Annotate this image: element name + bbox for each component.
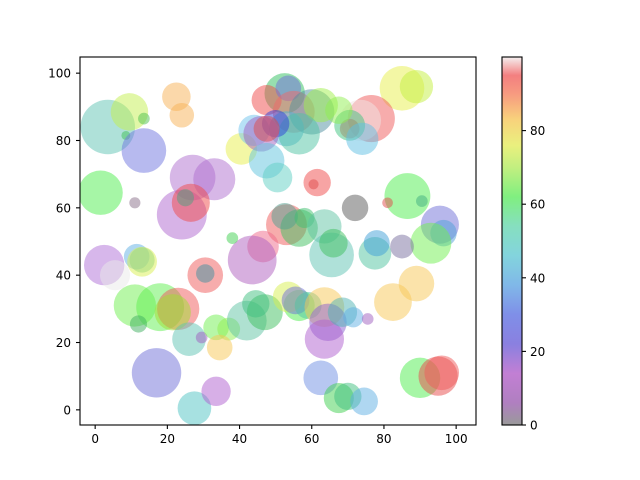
scatter-point xyxy=(308,179,319,190)
scatter-points-group xyxy=(80,65,460,425)
colorbar-tick-label: 0 xyxy=(530,419,538,433)
scatter-point xyxy=(262,162,293,193)
scatter-point xyxy=(99,260,131,291)
scatter-point xyxy=(343,307,364,328)
colorbar-tick-label: 80 xyxy=(530,124,545,138)
y-axis-ticks: 0 20 40 60 80 100 xyxy=(48,67,80,417)
colorbar-tick-label: 40 xyxy=(530,271,545,285)
x-tick-label: 0 xyxy=(91,432,99,446)
scatter-point xyxy=(131,348,182,398)
scatter-point xyxy=(177,391,212,425)
colorbar-frame xyxy=(501,56,523,426)
y-tick-label: 40 xyxy=(56,269,71,283)
scatter-point xyxy=(242,290,270,318)
scatter-point xyxy=(80,170,123,215)
scatter-point xyxy=(110,93,149,131)
scatter-point xyxy=(129,197,141,209)
scatter-point xyxy=(271,203,298,230)
colorbar-ticks: 0 20 40 60 80 xyxy=(522,124,545,433)
scatter-point xyxy=(154,294,191,331)
scatter-point xyxy=(195,331,208,344)
y-tick-label: 60 xyxy=(56,201,71,215)
colorbar: 0 20 40 60 80 xyxy=(501,56,545,433)
x-tick-label: 20 xyxy=(160,432,175,446)
scatter-point xyxy=(129,315,148,333)
scatter-point xyxy=(410,222,452,264)
scatter-point xyxy=(346,122,379,155)
y-tick-label: 0 xyxy=(63,403,71,417)
colorbar-gradient xyxy=(502,57,522,425)
scatter-point xyxy=(382,197,393,209)
scatter-point xyxy=(121,128,167,173)
x-tick-label: 60 xyxy=(304,432,319,446)
scatter-point xyxy=(227,235,277,285)
scatter-point xyxy=(390,234,414,259)
colorbar-tick-label: 20 xyxy=(530,345,545,359)
scatter-point xyxy=(169,103,195,128)
colorbar-tick-label: 60 xyxy=(530,198,545,212)
scatter-point xyxy=(176,189,194,207)
scatter-point xyxy=(127,246,157,277)
x-tick-label: 100 xyxy=(445,432,468,446)
scatter-point xyxy=(138,112,150,125)
scatter-point xyxy=(424,355,460,391)
x-tick-label: 40 xyxy=(232,432,247,446)
scatter-point xyxy=(206,334,233,361)
scatter-point xyxy=(350,387,378,416)
scatter-point xyxy=(341,194,369,222)
scatter-point xyxy=(416,195,428,207)
scatter-point xyxy=(325,96,353,124)
scatter-point xyxy=(361,313,374,325)
scatter-point xyxy=(196,264,215,283)
y-tick-label: 20 xyxy=(56,336,71,350)
scatter-point xyxy=(399,69,434,104)
y-tick-label: 80 xyxy=(56,134,71,148)
scatter-point xyxy=(253,115,280,142)
scatter-point xyxy=(172,322,206,356)
scatter-point xyxy=(384,173,431,219)
x-axis-ticks: 0 20 40 60 80 100 xyxy=(91,425,468,446)
axes-frame xyxy=(79,56,477,426)
scatter-point xyxy=(226,232,239,244)
scatter-point xyxy=(201,376,231,406)
scatter-point xyxy=(363,230,390,257)
x-tick-label: 80 xyxy=(376,432,391,446)
y-tick-label: 100 xyxy=(48,67,71,81)
scatter-point xyxy=(319,228,348,258)
scatter-point xyxy=(398,265,435,302)
scatter-point xyxy=(304,319,345,359)
